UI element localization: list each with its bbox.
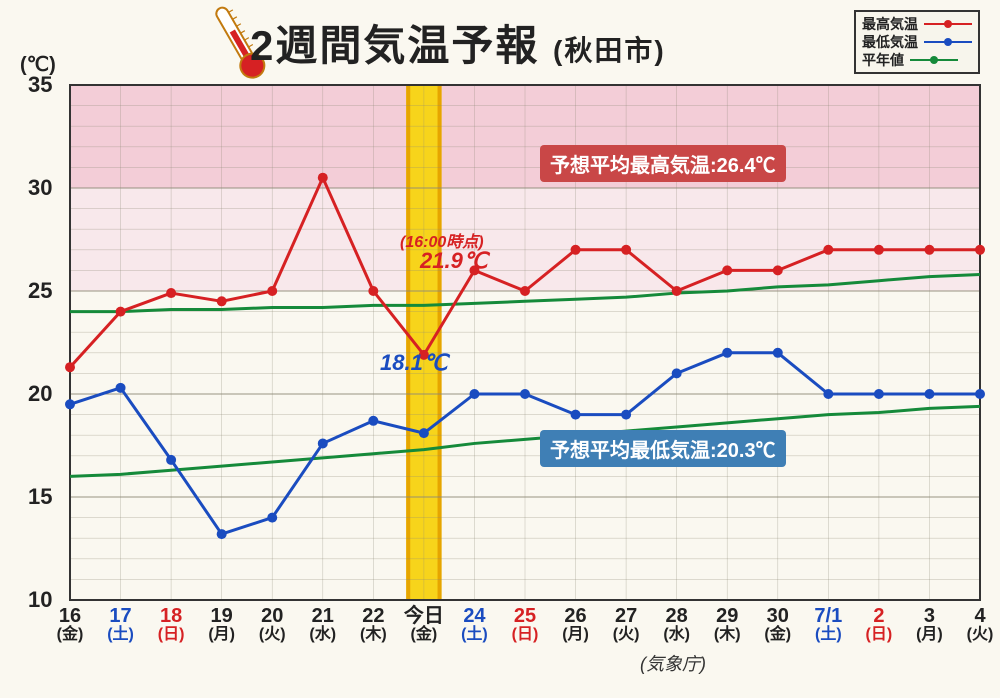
y-tick: 35 [28,72,52,98]
x-tick: 3(月) [905,606,953,644]
x-tick: 28(水) [653,606,701,644]
x-tick: 19(月) [198,606,246,644]
x-tick: 18(日) [147,606,195,644]
x-tick: 7/1(土) [804,606,852,644]
x-tick: 25(日) [501,606,549,644]
x-tick: 24(土) [450,606,498,644]
x-tick: 21(水) [299,606,347,644]
source-label: (気象庁) [640,650,706,676]
y-tick: 25 [28,278,52,304]
x-tick: 26(月) [552,606,600,644]
y-tick: 30 [28,175,52,201]
avg-high-text: 予想平均最高気温:26.4℃ [550,155,776,177]
avg-low-badge: 予想平均最低気温:20.3℃ [540,430,786,467]
x-tick: 17(土) [97,606,145,644]
x-tick: 16(金) [46,606,94,644]
low-value-annot: 18.1℃ [380,350,448,376]
chart-stage: { "title_main": "2週間気温予報", "title_sub": … [0,0,1000,698]
x-tick: 30(金) [754,606,802,644]
x-tick: 29(木) [703,606,751,644]
x-tick: 27(火) [602,606,650,644]
x-tick: 今日(金) [400,606,448,644]
y-tick: 15 [28,484,52,510]
x-tick: 22(木) [349,606,397,644]
high-value-annot: 21.9℃ [420,248,488,274]
avg-low-text: 予想平均最低気温:20.3℃ [550,440,776,462]
chart-svg [0,0,1000,698]
x-tick: 4(火) [956,606,1000,644]
y-tick: 20 [28,381,52,407]
x-tick: 20(火) [248,606,296,644]
x-tick: 2(日) [855,606,903,644]
avg-high-badge: 予想平均最高気温:26.4℃ [540,145,786,182]
